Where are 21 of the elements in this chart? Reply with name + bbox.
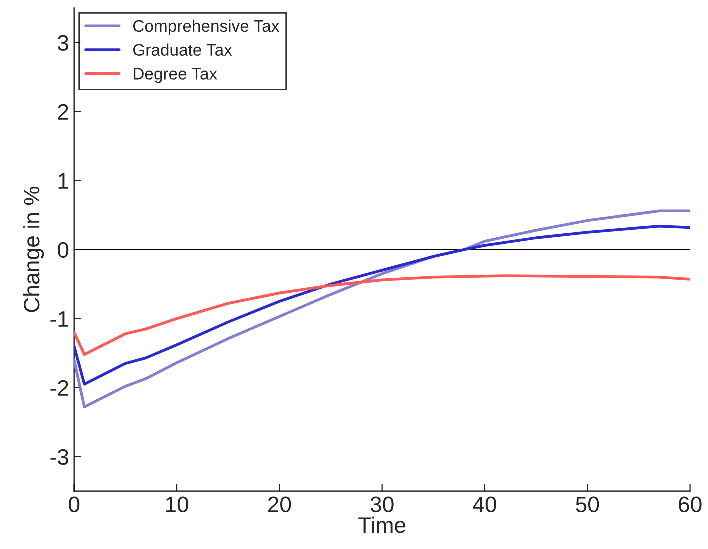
x-axis-title: Time: [358, 516, 406, 534]
x-tick-label: 50: [576, 496, 600, 513]
x-tick-label: 10: [166, 496, 188, 513]
y-tick-label: 3: [58, 35, 69, 52]
y-tick-label: -3: [50, 449, 69, 466]
legend-label: Graduate Tax: [134, 44, 232, 56]
x-tick-label: 20: [268, 496, 292, 513]
y-tick-label: 2: [58, 104, 68, 120]
y-axis-title: Change in %: [23, 186, 44, 312]
y-tick-label: 1: [58, 174, 68, 189]
line-series: [74, 224, 690, 386]
y-tick-label: 0: [58, 242, 69, 258]
line-series: [74, 274, 690, 356]
x-tick-label: 40: [473, 496, 496, 513]
x-tick-label: 0: [69, 496, 80, 513]
x-tick-label: 30: [370, 496, 394, 513]
y-tick-label: -1: [50, 312, 68, 327]
legend-label: Comprehensive Tax: [134, 20, 280, 36]
legend-label: Degree Tax: [134, 68, 218, 84]
y-tick-label: -2: [50, 380, 68, 396]
x-tick-label: 60: [679, 496, 702, 513]
